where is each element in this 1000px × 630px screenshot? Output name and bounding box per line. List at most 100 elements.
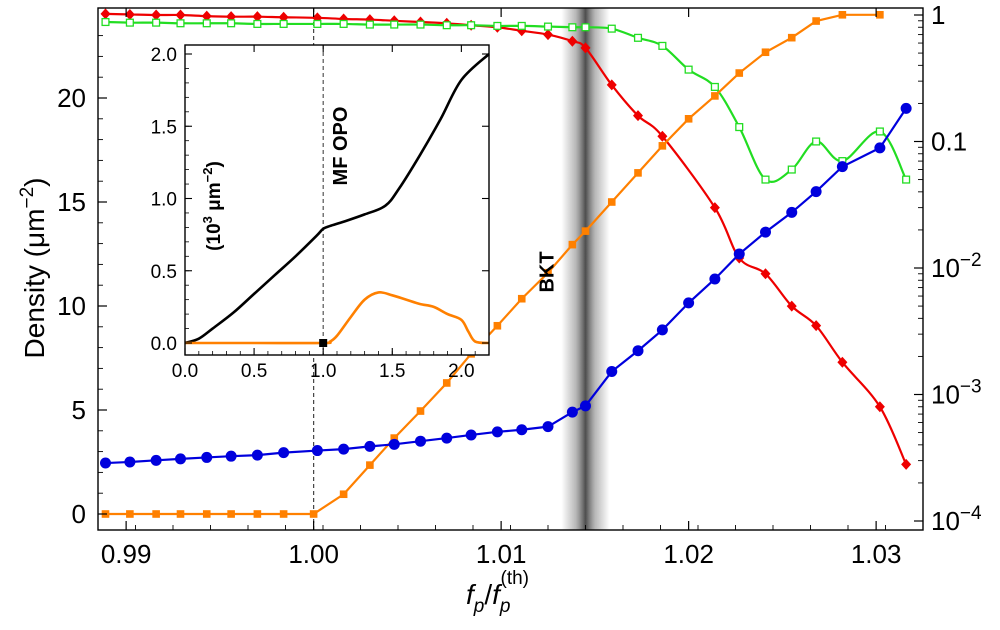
data-point-square (390, 434, 399, 442)
data-point-square (309, 510, 318, 518)
data-point-square (658, 142, 667, 150)
data-point-diamond (201, 10, 212, 22)
inset-y-tick-label: 1.5 (151, 117, 177, 138)
data-point-square (544, 268, 552, 277)
data-point-open-square (279, 19, 288, 28)
data-point-square (876, 11, 884, 19)
data-point-square (279, 510, 288, 518)
data-point-circle (760, 226, 771, 238)
data-point-square (838, 11, 847, 19)
y-left-tick-label: 5 (72, 395, 86, 425)
data-point-open-square (390, 20, 399, 29)
data-point-circle (810, 186, 822, 198)
main-series-group (100, 8, 912, 518)
data-point-circle (900, 102, 912, 114)
inset-ylabel-exp: 3 (200, 216, 215, 223)
data-point-open-square (313, 19, 322, 28)
data-point-open-square (253, 19, 262, 28)
data-point-diamond (901, 458, 912, 470)
data-point-square (126, 510, 134, 518)
data-point-square (812, 17, 820, 25)
data-point-open-square (581, 23, 590, 32)
data-point-circle (516, 424, 528, 436)
bkt-label: BKT (537, 251, 559, 292)
data-point-diamond (252, 11, 263, 23)
mf-opo-label: MF OPO (330, 107, 352, 186)
data-point-circle (441, 432, 453, 444)
data-point-square (634, 169, 642, 177)
data-point-diamond (633, 110, 643, 122)
y-axis-label-exp: −2 (17, 187, 38, 209)
data-point-open-square (125, 18, 134, 27)
data-point-open-square (568, 23, 577, 32)
y-left-tick-label: 20 (57, 83, 86, 113)
data-point-circle (874, 142, 886, 154)
inset-x-tick-label: 0.0 (172, 361, 198, 382)
data-point-square (176, 510, 185, 518)
data-point-diamond (543, 29, 553, 41)
data-point-open-square (875, 127, 884, 136)
x-axis-label-sup: (th) (501, 568, 530, 589)
inset-x-tick-label: 2.0 (448, 361, 474, 382)
x-tick-label: 1.02 (663, 539, 714, 569)
data-point-diamond (100, 8, 111, 20)
data-point-diamond (338, 13, 349, 25)
data-point-square (442, 379, 451, 387)
data-point-square (684, 115, 693, 123)
data-point-square (735, 69, 744, 77)
data-point-square (517, 294, 526, 303)
data-point-circle (580, 400, 591, 412)
data-point-circle (709, 273, 721, 285)
x-tick-label: 0.99 (101, 539, 152, 569)
data-point-square (152, 510, 160, 518)
bkt-band (561, 8, 610, 530)
data-point-open-square (517, 21, 526, 30)
data-point-square (711, 92, 719, 100)
inset-x-tick-label: 1.0 (310, 361, 336, 382)
data-point-diamond (709, 202, 720, 214)
data-point-circle (278, 447, 290, 459)
data-point-circle (836, 161, 848, 173)
data-point-circle (786, 206, 798, 218)
data-point-circle (201, 451, 213, 463)
y-axis-label-close: ) (19, 178, 50, 187)
x-axis-label-f2: f (492, 579, 503, 610)
data-point-square (253, 510, 262, 518)
data-point-diamond (175, 9, 186, 21)
data-point-square (202, 510, 211, 518)
inset-ylabel-base: (10 (204, 223, 225, 250)
data-point-open-square (735, 123, 744, 132)
inset-series-group (184, 53, 490, 347)
data-point-open-square (710, 82, 719, 91)
inset-y-tick-label: 1.0 (151, 190, 177, 211)
data-point-diamond (580, 42, 591, 54)
y-right-tick-label: 10−4 (931, 503, 982, 536)
inset-x-tick-label: 1.5 (379, 361, 405, 382)
y-left-tick-label: 15 (57, 187, 86, 217)
data-point-circle (491, 426, 503, 438)
y-axis-label-base: Density (μm (19, 209, 50, 359)
inset-ylabel-close: ) (204, 161, 225, 167)
inset-plot: 0.0 0.5 1.0 1.5 2.0 0.0 0.5 1.0 1.5 2.0 MF OPO (1… (151, 44, 490, 382)
x-axis-label-sub2: p (499, 596, 511, 617)
data-point-square (581, 227, 590, 235)
data-point-open-square (467, 21, 476, 30)
bkt-band-shade (561, 8, 610, 530)
inset-background (185, 45, 489, 355)
data-point-circle (542, 421, 554, 433)
inset-axis-ticks: 0.0 0.5 1.0 1.5 2.0 0.0 0.5 1.0 1.5 2.0 (151, 45, 489, 382)
data-point-open-square (607, 24, 616, 33)
data-point-circle (683, 297, 695, 309)
data-point-square (761, 48, 770, 57)
data-point-open-square (902, 175, 911, 184)
data-point-circle (656, 324, 668, 336)
data-point-open-square (416, 20, 425, 29)
data-point-square (568, 240, 577, 249)
x-axis-label-slash: / (484, 579, 492, 610)
data-point-open-square (658, 41, 667, 50)
data-point-open-square (101, 17, 110, 27)
inset-y-axis-label: (103 μm−2) (200, 161, 225, 251)
y-right-tick-label: 1 (931, 0, 945, 30)
y-right-tick-label: 0.1 (931, 127, 967, 157)
